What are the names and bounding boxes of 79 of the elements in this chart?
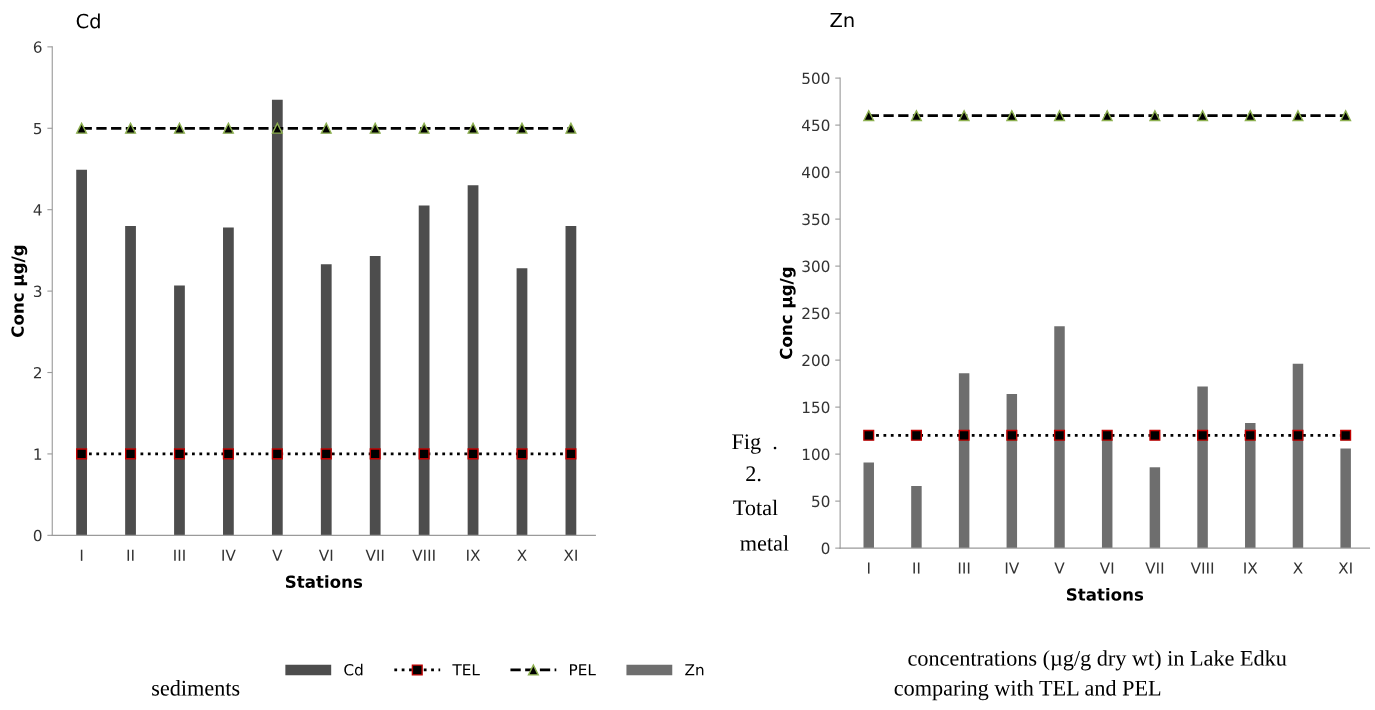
x-tick-label: VIII (412, 549, 435, 561)
y-tick-label: 5 (33, 122, 42, 135)
text: comparing with TEL and PEL (894, 680, 1161, 701)
y-tick-label: 6 (33, 41, 42, 53)
x-tick-label: VIII (1190, 562, 1214, 574)
x-tick-label: XI (563, 549, 577, 561)
bar (369, 256, 381, 536)
chart-title: Cd (76, 13, 100, 29)
bar (1292, 363, 1304, 549)
y-tick-label: 250 (802, 307, 830, 320)
x-tick-label: IV (1005, 562, 1020, 574)
bar (467, 185, 479, 536)
bar (125, 225, 136, 536)
x-axis-title: Stations (285, 575, 363, 589)
bar (1101, 439, 1113, 549)
bar (76, 169, 87, 536)
y-tick-label: 350 (802, 213, 830, 226)
legend-label: Cd (344, 663, 363, 676)
text: concentrations (µg/g dry wt) in Lake Edku (908, 650, 1287, 671)
bar (1245, 423, 1256, 549)
y-tick-label: 1 (34, 448, 42, 460)
bar (1149, 467, 1161, 549)
y-tick-label: 100 (802, 448, 830, 461)
legend-label: TEL (452, 664, 480, 676)
x-tick-label: IX (467, 549, 481, 561)
bar (1054, 326, 1065, 549)
y-tick-label: 3 (33, 285, 42, 298)
x-tick-label: II (127, 549, 134, 561)
x-tick-label: III (174, 549, 185, 561)
bar (174, 285, 185, 536)
x-axis-title: Stations (1066, 587, 1144, 601)
x-tick-label: VII (1145, 562, 1164, 574)
x-tick-label: III (958, 562, 970, 574)
y-tick-label: 150 (802, 401, 830, 414)
y-axis-title: Conc µg/g (779, 267, 796, 359)
legend-label: PEL (570, 664, 596, 676)
text: 2. (746, 466, 761, 482)
y-tick-label: 4 (33, 204, 42, 216)
bar (1006, 393, 1018, 549)
x-tick-label: I (867, 562, 870, 574)
y-tick-label: 200 (802, 354, 830, 367)
x-tick-label: IX (1244, 562, 1258, 574)
y-tick-label: 500 (802, 72, 830, 85)
bar (911, 486, 922, 549)
y-tick-label: 50 (812, 495, 830, 508)
bar (958, 373, 970, 549)
bar (565, 225, 577, 536)
x-tick-label: VI (1099, 562, 1114, 574)
x-tick-label: V (272, 549, 283, 561)
y-tick-label: 2 (33, 366, 41, 379)
x-tick-label: X (517, 549, 527, 561)
y-tick-label: 0 (33, 529, 42, 542)
bar (271, 99, 283, 536)
y-tick-label: 0 (821, 542, 830, 555)
bar (320, 264, 332, 536)
x-tick-label: X (1293, 562, 1303, 574)
y-tick-label: 450 (801, 119, 830, 132)
x-tick-label: V (1054, 562, 1065, 574)
chart-title: Zn (830, 12, 854, 28)
bar (1340, 448, 1351, 549)
text: metal (740, 535, 789, 551)
bar (418, 205, 430, 536)
x-tick-label: IV (222, 549, 236, 561)
bar (863, 462, 874, 549)
y-axis-title: Conc µg/g (11, 245, 28, 337)
text: sediments (152, 680, 240, 696)
legend-label: Zn (685, 664, 704, 676)
x-tick-label: II (913, 562, 920, 574)
y-tick-label: 400 (801, 166, 830, 179)
text: Total (733, 499, 778, 516)
text: Fig . (732, 434, 777, 454)
x-tick-label: I (80, 549, 83, 561)
x-tick-label: XI (1338, 562, 1352, 574)
x-tick-label: VI (318, 549, 333, 561)
bar (1197, 386, 1208, 549)
bar (516, 268, 528, 536)
x-tick-label: VII (365, 549, 384, 561)
bar (223, 227, 234, 536)
y-tick-label: 300 (802, 260, 830, 273)
